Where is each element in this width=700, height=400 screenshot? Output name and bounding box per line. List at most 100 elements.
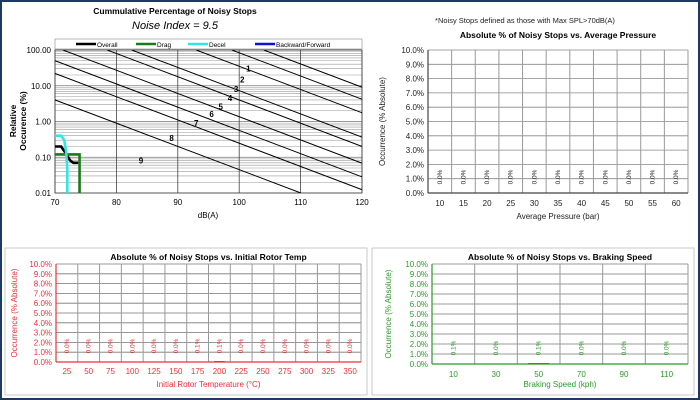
bar-data-label: 0.0%: [621, 340, 628, 355]
y-tick-label: 9.0%: [406, 60, 424, 69]
x-tick-label: 30: [530, 199, 539, 208]
bar-data-label: 0.0%: [578, 340, 585, 355]
x-tick-label: 175: [191, 367, 205, 376]
x-tick-label: 120: [355, 198, 369, 207]
y-tick-label: 4.0%: [34, 319, 52, 328]
x-tick-label: 50: [624, 199, 633, 208]
bar-data-label: 0.0%: [664, 340, 671, 355]
x-axis-label: Average Pressure (bar): [517, 212, 600, 221]
bar: [442, 363, 464, 364]
y-tick-label: 7.0%: [406, 89, 424, 98]
bar-data-label: 0.0%: [86, 338, 93, 353]
noisy-stops-note: *Noisy Stops defined as those with Max S…: [435, 16, 615, 25]
x-tick-label: 75: [106, 367, 115, 376]
x-tick-label: 125: [147, 367, 161, 376]
noise-index-line-3: [196, 50, 362, 114]
noise-index-label: 6: [209, 110, 214, 119]
bar-data-label: 0.0%: [626, 169, 633, 184]
x-tick-label: 300: [300, 367, 314, 376]
x-tick-label: 40: [577, 199, 586, 208]
x-tick-label: 50: [534, 370, 543, 379]
y-tick-label: 0.01: [35, 189, 51, 198]
noise-index-label: 5: [219, 103, 224, 112]
bar-data-label: 0.0%: [673, 169, 680, 184]
x-tick-label: 90: [620, 370, 629, 379]
y-tick-label: 1.0%: [34, 348, 52, 357]
x-tick-label: 25: [62, 367, 71, 376]
y-tick-label: 0.0%: [34, 358, 52, 367]
bar-data-label: 0.0%: [460, 169, 467, 184]
x-tick-label: 350: [343, 367, 357, 376]
y-axis-label-line1: Relative: [8, 104, 18, 137]
x-tick-label: 35: [554, 199, 563, 208]
x-tick-label: 110: [294, 198, 307, 207]
bar: [213, 361, 225, 362]
x-tick-label: 55: [648, 199, 657, 208]
x-tick-label: 30: [492, 370, 501, 379]
y-tick-label: 5.0%: [406, 118, 424, 127]
chart-title: Absolute % of Noisy Stops vs. Initial Ro…: [110, 252, 306, 262]
y-tick-label: 0.10: [35, 153, 51, 162]
bar-data-label: 0.0%: [493, 340, 500, 355]
x-axis-label: Braking Speed (kph): [524, 380, 597, 389]
bar-data-label: 0.0%: [173, 338, 180, 353]
plot-content: [55, 50, 362, 193]
x-tick-label: 10: [435, 199, 444, 208]
bar-data-label: 0.0%: [151, 338, 158, 353]
y-tick-label: 100.00: [27, 46, 52, 55]
y-axis-label: Occurrence (% Absolute): [384, 269, 393, 358]
x-tick-label: 200: [213, 367, 227, 376]
y-tick-label: 3.0%: [410, 330, 428, 339]
x-tick-label: 70: [577, 370, 586, 379]
y-tick-label: 0.0%: [410, 360, 428, 369]
y-tick-label: 6.0%: [34, 299, 52, 308]
legend-box: [54, 38, 363, 50]
bar-data-label: 0.0%: [129, 338, 136, 353]
y-axis-label: Occurrence (% Absolute): [378, 77, 387, 166]
bar-data-label: 0.0%: [107, 338, 114, 353]
bar-data-label: 0.0%: [325, 338, 332, 353]
x-tick-label: 275: [278, 367, 292, 376]
y-tick-label: 5.0%: [34, 309, 52, 318]
y-tick-label: 10.0%: [29, 260, 52, 269]
x-axis-label: Initial Rotor Temperature (°C): [157, 380, 261, 389]
noise-index-label: 4: [228, 94, 233, 103]
braking-speed-panel-border: [371, 247, 695, 396]
bar-data-label: 0.0%: [282, 338, 289, 353]
y-tick-label: 1.0%: [410, 350, 428, 359]
y-tick-label: 5.0%: [410, 310, 428, 319]
noise-index-line-8: [55, 72, 362, 191]
y-tick-label: 2.0%: [410, 340, 428, 349]
x-tick-label: 60: [672, 199, 681, 208]
x-tick-label: 10: [449, 370, 458, 379]
bar-data-label: 0.0%: [238, 338, 245, 353]
y-tick-label: 2.0%: [406, 160, 424, 169]
bar-data-label: 0.1%: [536, 340, 543, 355]
noise-index-label: 3: [234, 85, 239, 94]
bar-data-label: 0.0%: [260, 338, 267, 353]
bar-data-label: 0.1%: [216, 338, 223, 353]
bar-data-label: 0.1%: [195, 338, 202, 353]
x-tick-label: 70: [51, 198, 60, 207]
legend-label: Overall: [97, 42, 118, 49]
bar-data-label: 0.0%: [531, 169, 538, 184]
x-tick-label: 100: [126, 367, 140, 376]
plot-area: [54, 49, 363, 194]
y-tick-label: 9.0%: [410, 270, 428, 279]
y-tick-label: 10.00: [31, 82, 52, 91]
noise-index-line-5: [107, 50, 362, 147]
x-tick-label: 110: [660, 370, 673, 379]
noise-index-label: 2: [240, 75, 245, 84]
x-tick-label: 325: [322, 367, 336, 376]
noise-index-line-2: [231, 50, 362, 100]
y-tick-label: 4.0%: [410, 320, 428, 329]
y-tick-label: 1.0%: [406, 175, 424, 184]
x-tick-label: 15: [459, 199, 468, 208]
noise-index-label: 9: [139, 157, 144, 166]
bar-data-label: 0.1%: [450, 340, 457, 355]
x-tick-label: 250: [256, 367, 270, 376]
chart-title: Cummulative Percentage of Noisy Stops: [93, 6, 257, 16]
x-tick-label: 100: [233, 198, 247, 207]
